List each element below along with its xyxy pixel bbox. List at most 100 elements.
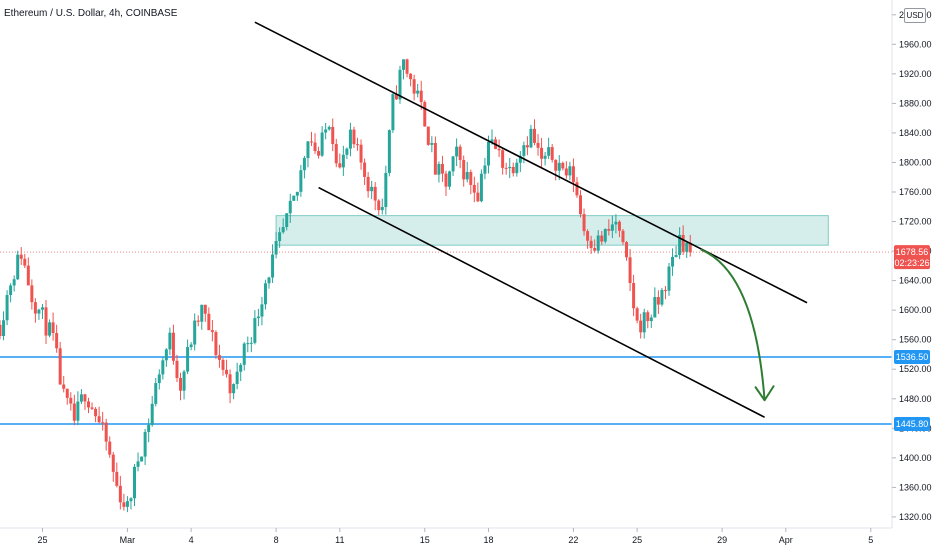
candle-body — [101, 422, 105, 424]
projection-arrow[interactable] — [700, 248, 766, 401]
candle — [30, 279, 34, 310]
candle-body — [324, 129, 328, 133]
candle-body — [405, 59, 409, 74]
candle — [377, 199, 381, 216]
candle — [207, 307, 211, 331]
symbol-title[interactable]: Ethereum / U.S. Dollar, 4h, COINBASE — [4, 8, 178, 19]
candle-body — [12, 279, 16, 286]
candle — [196, 315, 200, 327]
candle-body — [663, 289, 667, 291]
candle-body — [186, 347, 190, 372]
candle-body — [614, 221, 618, 225]
candle — [671, 248, 675, 276]
candle-body — [437, 163, 441, 175]
candle — [239, 362, 243, 382]
candle — [235, 362, 239, 390]
candle-body — [681, 234, 685, 252]
upper-channel-line[interactable] — [254, 21, 808, 304]
price-tick-label: 1560.00 — [899, 335, 932, 345]
candle — [19, 247, 23, 265]
candle — [642, 308, 646, 339]
candle — [327, 125, 331, 131]
candle-body — [685, 242, 689, 252]
candle — [186, 339, 190, 375]
candle-body — [320, 132, 324, 156]
candle — [86, 397, 90, 414]
candle — [23, 253, 27, 269]
candle — [610, 215, 614, 239]
demand-zone[interactable] — [275, 215, 829, 246]
candle-body — [225, 369, 229, 375]
candle-body — [260, 304, 264, 317]
support-level-tag-2[interactable] — [894, 417, 930, 432]
candle — [653, 287, 657, 318]
time-tick-label: 29 — [717, 535, 727, 545]
candle — [430, 136, 434, 153]
candle-body — [256, 316, 260, 319]
candle — [483, 157, 487, 180]
candle — [504, 162, 508, 175]
candle — [674, 245, 678, 258]
candle — [444, 170, 448, 197]
candle-body — [189, 344, 193, 348]
candle-body — [242, 343, 246, 365]
candle-body — [281, 227, 285, 233]
support-level-tag-1[interactable] — [894, 350, 930, 365]
candle-body — [610, 224, 614, 231]
candle-body — [232, 384, 236, 394]
candle — [97, 406, 101, 424]
candle — [0, 320, 2, 340]
candle — [55, 324, 59, 353]
current-price-tag[interactable] — [894, 245, 930, 270]
candle-body — [30, 285, 34, 303]
candle-body — [444, 173, 448, 187]
candle — [564, 161, 568, 179]
candle — [561, 161, 565, 171]
candle-body — [51, 322, 55, 334]
candle-body — [366, 176, 370, 192]
candle-body — [674, 255, 678, 257]
candle-body — [508, 166, 512, 169]
candle — [136, 452, 140, 472]
candle — [646, 310, 650, 329]
candle-body — [122, 502, 126, 507]
candle — [246, 336, 250, 353]
candle — [380, 198, 384, 215]
candle — [256, 308, 260, 327]
candle-body — [246, 343, 250, 345]
candle — [625, 241, 629, 261]
current-price-value: 1678.56 — [896, 247, 929, 257]
candle — [267, 276, 271, 289]
candle — [203, 304, 207, 322]
candle-body — [203, 304, 207, 314]
candle-body — [656, 296, 660, 305]
candle — [589, 235, 593, 254]
candle-body — [161, 360, 165, 375]
candle-body — [486, 141, 490, 166]
candle-body — [525, 145, 529, 148]
candle — [632, 274, 636, 317]
candle — [331, 118, 335, 152]
candle — [147, 418, 151, 443]
candle — [193, 313, 197, 351]
candle-body — [646, 312, 650, 322]
candle — [210, 320, 214, 342]
candle — [171, 324, 175, 365]
candle-body — [278, 232, 282, 242]
candle — [232, 383, 236, 400]
candle — [48, 319, 52, 338]
candle — [486, 135, 490, 174]
candle — [313, 133, 317, 154]
lower-channel-line[interactable] — [318, 186, 765, 418]
candle — [649, 314, 653, 328]
candle-body — [200, 304, 204, 322]
candle — [394, 85, 398, 101]
candle — [511, 162, 515, 177]
candle — [348, 122, 352, 157]
candle-body — [309, 141, 313, 143]
candle-body — [150, 403, 154, 425]
currency-badge[interactable]: USD — [904, 8, 926, 23]
price-tick-label: 1840.00 — [899, 128, 932, 138]
candle — [366, 172, 370, 198]
